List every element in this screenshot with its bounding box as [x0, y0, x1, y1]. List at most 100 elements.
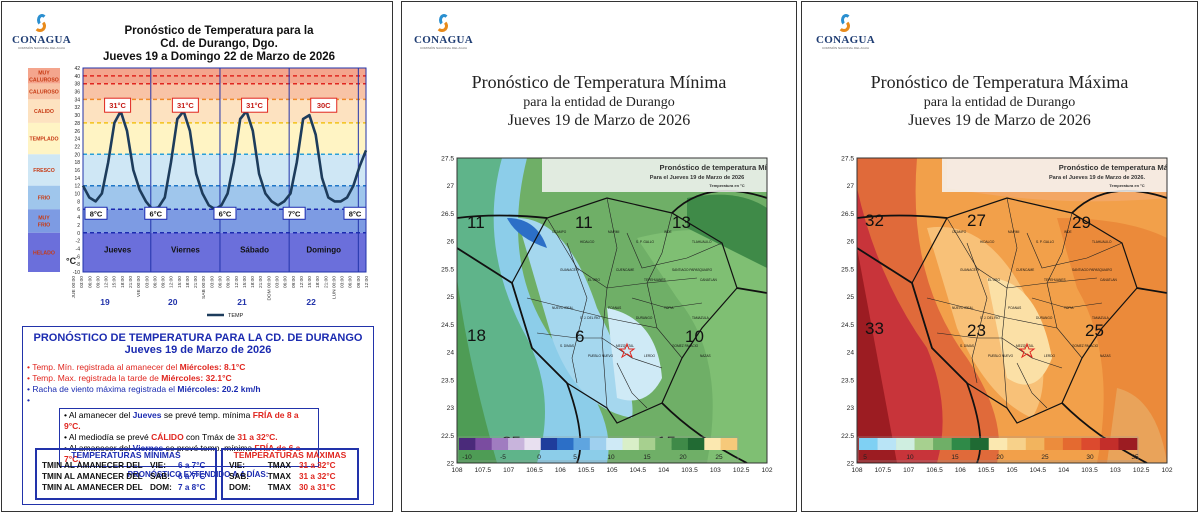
city-forecast-panel: CONAGUA COMISIÓN NACIONAL DEL AGUA Pronó…	[1, 1, 393, 512]
colorbar-tick: 30	[1086, 454, 1094, 461]
row-value: 31 a 32°C	[299, 472, 336, 481]
colorbar-tick: 10	[906, 454, 914, 461]
temperature-field	[517, 218, 633, 418]
lon-tick-label: 103	[710, 467, 721, 474]
lon-tick-label: 106	[555, 467, 566, 474]
municipality-label: LERDO	[644, 354, 656, 358]
colorbar-swatch	[687, 438, 705, 450]
municipality-label: NAZAS	[700, 354, 711, 358]
municipality-label: NUEVO IDEAL	[552, 306, 574, 310]
municipal-boundary	[631, 297, 703, 309]
y-tick-label: 32	[74, 105, 80, 111]
municipality-label: MAPIMI	[1008, 230, 1019, 234]
x-tick-label: 09:00	[226, 276, 232, 288]
colorbar-tick: 20	[996, 454, 1004, 461]
temperature-field	[457, 278, 497, 463]
map-inner-title: Pronóstico de temperatura Mínima	[660, 163, 786, 172]
municipality-label: DURANGO	[636, 316, 653, 320]
municipality-label: INDE	[1064, 230, 1072, 234]
colorbar-frame	[857, 436, 1139, 462]
state-boundary	[911, 197, 1138, 424]
municipality-label: S. P. GALLO	[636, 240, 655, 244]
neighbor-state-boundary	[1136, 287, 1167, 294]
row-day: VIE:	[229, 461, 245, 470]
lon-tick-label: 104.5	[630, 467, 647, 474]
lon-tick-label: 108	[851, 467, 862, 474]
band-label: FRIO	[38, 223, 50, 229]
neighbor-state-boundary	[566, 382, 582, 463]
y-tick-label: 0	[77, 231, 80, 237]
x-tick-label: 12:00	[169, 276, 175, 288]
lon-tick-label: 106.5	[526, 467, 543, 474]
max-temperature-map: OCAMPO HIDALGO MAPIMI S. P. GALLO INDE TLAHUA…	[841, 156, 1173, 475]
y-tick-label: 14	[74, 176, 80, 182]
max-temp-label: 31°C	[177, 101, 194, 110]
min-temp-label: 6°C	[149, 209, 162, 218]
contour-label: 11	[575, 213, 593, 232]
lat-tick-label: 23.5	[841, 377, 854, 384]
band-label-swatch	[28, 99, 60, 123]
lat-tick-label: 22	[447, 461, 455, 468]
municipality-label: POANAS	[608, 306, 621, 310]
map-title: Pronóstico de Temperatura Mínima	[471, 72, 727, 92]
x-tick-label: 15:00	[307, 276, 313, 288]
row-label: TMAX	[267, 483, 291, 492]
observation-wind: • Racha de viento máxima registrada el M…	[27, 384, 261, 394]
contour-label: 33	[865, 319, 884, 338]
state-boundary	[511, 197, 738, 424]
y-tick-label: 12	[74, 184, 80, 190]
municipality-label: CANATLAN	[1100, 278, 1117, 282]
x-tick-label: 09:00	[161, 276, 167, 288]
map-frame	[456, 157, 768, 464]
map-inner-subtitle: Para el Jueves 19 de Marzo de 2026.	[1049, 175, 1146, 181]
plot-frame	[82, 67, 367, 273]
lat-tick-label: 26	[847, 239, 855, 246]
y-tick-label: -6	[76, 254, 81, 260]
y-tick-label: 20	[74, 152, 80, 158]
row-value: 6 a 7°C	[178, 461, 206, 470]
y-tick-label: 24	[74, 137, 80, 143]
colorbar-swatch	[524, 438, 542, 450]
x-tick-label: JUE 00:00	[71, 276, 77, 299]
contour-label: 13	[672, 213, 691, 232]
colorbar-swatch	[671, 438, 689, 450]
map-units: Temperatura en °C	[709, 183, 744, 188]
row-label: TMIN AL AMANECER DEL	[42, 483, 143, 492]
row-value: 30 a 31°C	[299, 483, 336, 492]
colorbar-tick: 5	[863, 454, 867, 461]
temperature-band	[83, 99, 366, 123]
legend-label: TEMP	[228, 313, 244, 319]
row-day: DOM:	[150, 483, 172, 492]
x-tick-label: 12:00	[234, 276, 240, 288]
temperature-field	[687, 194, 767, 268]
municipality-label: OCAMPO	[952, 230, 967, 234]
band-label: HELADO	[33, 250, 55, 256]
temperature-series-line	[81, 109, 368, 211]
colorbar-swatch	[877, 438, 897, 450]
municipal-boundary	[1046, 212, 1083, 359]
lon-tick-label: 105	[606, 467, 617, 474]
colorbar-swatch	[988, 438, 1008, 450]
neighbor-state-boundary	[457, 247, 568, 384]
x-tick-label: LUN 00:00	[331, 276, 337, 299]
municipality-label: LERDO	[1044, 354, 1056, 358]
y-tick-label: 30	[74, 113, 80, 119]
y-tick-label: 40	[74, 74, 80, 80]
band-label: CALUROSO	[29, 77, 59, 83]
municipal-boundary	[616, 362, 648, 409]
municipality-label: MEZQUITAL	[616, 344, 634, 348]
colorbar-swatch	[540, 438, 558, 450]
colorbar-swatch	[896, 438, 915, 450]
municipality-label: SANTIAGO PAPASQUIARO	[1072, 268, 1113, 272]
lon-tick-label: 107.5	[875, 467, 892, 474]
contour-label: 18	[467, 326, 486, 345]
colorbar-swatch	[606, 438, 623, 450]
x-tick-label: 09:00	[95, 276, 101, 288]
map-frame	[856, 157, 1168, 464]
neighbor-state-boundary	[966, 382, 982, 463]
municipality-label: S. J. DEL RIO	[580, 316, 600, 320]
x-tick-label: 09:00	[356, 276, 362, 288]
lon-tick-label: 105	[1006, 467, 1017, 474]
min-temp-label-box	[144, 206, 168, 220]
contour-label: 23	[967, 321, 986, 340]
